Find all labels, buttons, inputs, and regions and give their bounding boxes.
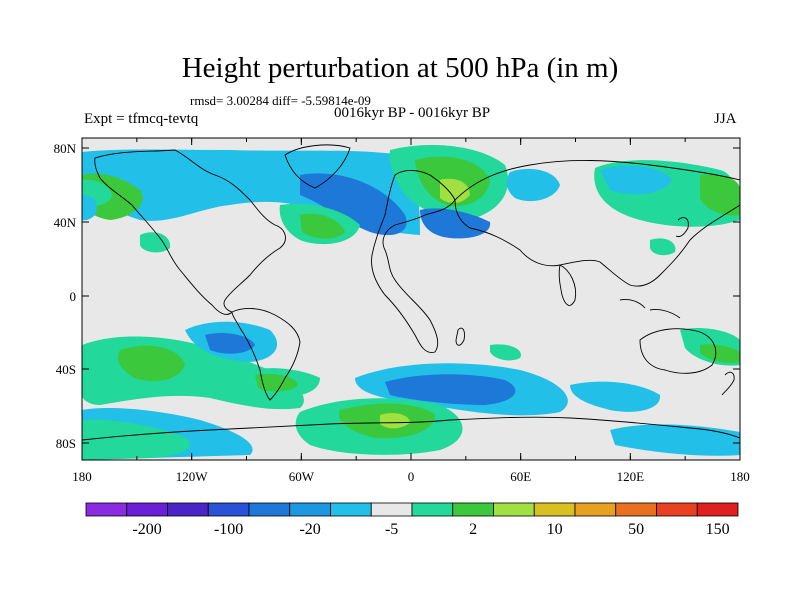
colorbar-label: 50	[628, 521, 644, 538]
colorbar-swatch	[248, 502, 291, 517]
colorbar-swatch	[411, 502, 454, 517]
experiment-label: Expt = tfmcq-tevtq	[84, 111, 199, 127]
colorbar-swatch	[533, 502, 576, 517]
colorbar-swatch	[370, 502, 413, 517]
colorbar-label: -200	[132, 521, 161, 538]
colorbar: -200 -100 -20 -5 2 10 50 150	[85, 502, 739, 538]
colorbar-label: 2	[469, 521, 477, 538]
coastlines	[82, 144, 740, 441]
stats-line: rmsd= 3.00284 diff= -5.59814e-09	[190, 93, 371, 108]
colorbar-swatch	[126, 502, 168, 517]
lon-tick-label: 60E	[510, 469, 531, 484]
colorbar-swatch	[85, 502, 128, 517]
colorbar-swatch	[167, 502, 209, 517]
colorbar-swatch	[696, 502, 739, 517]
plot-title: Height perturbation at 500 hPa (in m)	[181, 52, 619, 84]
colorbar-swatch	[330, 502, 372, 517]
map-panel	[82, 138, 740, 460]
colorbar-label: 10	[547, 521, 563, 538]
period-label: 0016kyr BP - 0016kyr BP	[333, 105, 491, 121]
lon-tick-label: 180	[730, 469, 750, 484]
colorbar-swatch	[656, 502, 698, 517]
lon-tick-label: 120E	[617, 469, 645, 484]
lon-tick-label: 180	[72, 469, 92, 484]
lat-tick-label: 80S	[56, 436, 76, 451]
colorbar-label: -20	[299, 521, 320, 538]
season-label: JJA	[714, 111, 737, 127]
colorbar-swatch	[452, 502, 494, 517]
colorbar-label: 150	[706, 521, 730, 538]
colorbar-swatch	[289, 502, 331, 517]
lat-tick-label: 40N	[54, 215, 77, 230]
colorbar-swatch	[493, 502, 535, 517]
contour-fields	[82, 145, 740, 460]
axes: 80N 40N 0 40S 80S 180 120W 60W 0 60E 120E 180	[54, 138, 750, 484]
lat-tick-label: 80N	[54, 141, 77, 156]
lon-tick-label: 0	[408, 469, 415, 484]
colorbar-swatch	[615, 502, 657, 517]
colorbar-label: -5	[385, 521, 398, 538]
colorbar-swatch	[574, 502, 617, 517]
lon-tick-label: 60W	[289, 469, 315, 484]
lat-tick-label: 0	[70, 289, 77, 304]
colorbar-label: -100	[214, 521, 243, 538]
lat-tick-label: 40S	[56, 362, 76, 377]
lon-tick-label: 120W	[176, 469, 209, 484]
colorbar-swatch	[207, 502, 250, 517]
